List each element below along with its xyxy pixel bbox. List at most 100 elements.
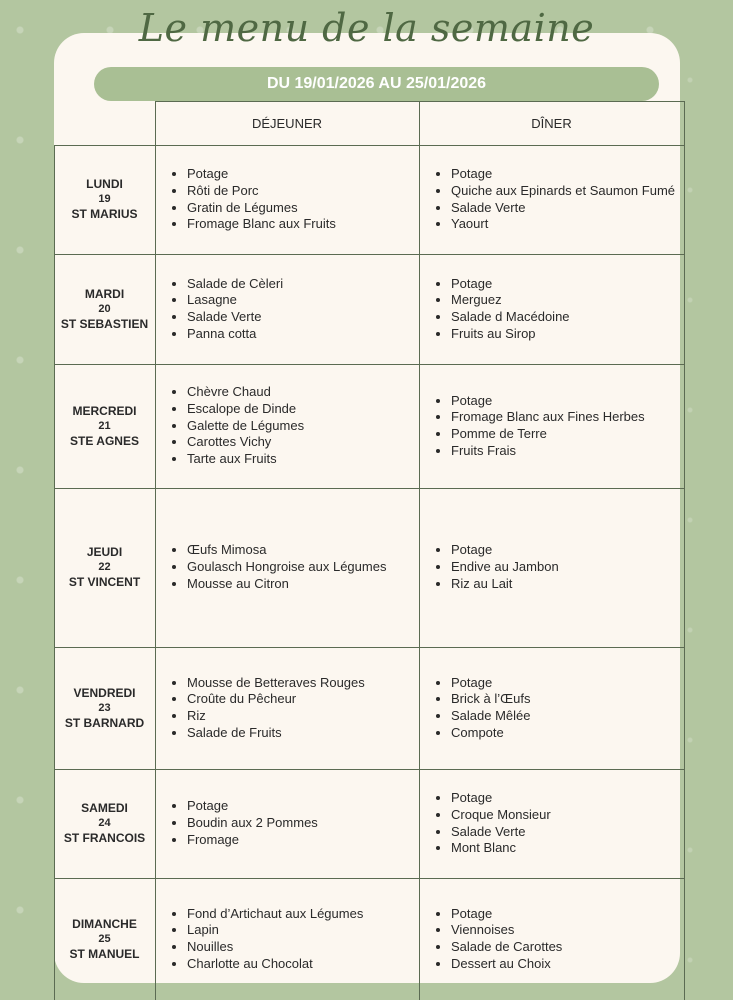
header-lunch: DÉJEUNER — [251, 115, 323, 131]
menu-item: Fond d’Artichaut aux Légumes — [187, 906, 363, 923]
day-date: 21 — [98, 419, 111, 432]
menu-item: Lasagne — [187, 292, 283, 309]
menu-item: Tarte aux Fruits — [187, 451, 304, 468]
menu-item: Nouilles — [187, 939, 363, 956]
menu-item: Potage — [451, 276, 570, 293]
saint-name: ST MANUEL — [69, 946, 140, 961]
lunch-cell: Mousse de Betteraves RougesCroûte du Pêc… — [155, 647, 419, 769]
day-name: MERCREDI — [72, 403, 137, 418]
dinner-cell: PotageMerguezSalade d MacédoineFruits au… — [419, 254, 684, 364]
menu-item: Rôti de Porc — [187, 183, 336, 200]
menu-item: Pomme de Terre — [451, 426, 645, 443]
dinner-list: PotageCroque MonsieurSalade VerteMont Bl… — [419, 790, 551, 857]
menu-item: Potage — [451, 675, 531, 692]
dinner-cell: PotageBrick à l’ŒufsSalade MêléeCompote — [419, 647, 684, 769]
day-date: 20 — [98, 302, 111, 315]
saint-name: ST MARIUS — [71, 207, 138, 221]
lunch-list: Œufs MimosaGoulasch Hongroise aux Légume… — [155, 542, 386, 592]
menu-item: Charlotte au Chocolat — [187, 956, 363, 973]
menu-item: Riz au Lait — [451, 576, 559, 593]
day-name: DIMANCHE — [72, 916, 137, 931]
menu-item: Potage — [451, 166, 675, 183]
day-name: VENDREDI — [73, 685, 136, 700]
day-label: SAMEDI 24 ST FRANCOIS — [54, 769, 155, 878]
lunch-cell: PotageRôti de PorcGratin de LégumesFroma… — [155, 145, 419, 254]
menu-item: Boudin aux 2 Pommes — [187, 815, 318, 832]
menu-item: Potage — [451, 393, 645, 410]
dinner-cell: PotageViennoisesSalade de CarottesDesser… — [419, 878, 684, 1000]
menu-item: Escalope de Dinde — [187, 401, 304, 418]
day-name: LUNDI — [86, 177, 123, 191]
menu-item: Viennoises — [451, 922, 562, 939]
menu-item: Gratin de Légumes — [187, 200, 336, 217]
menu-item: Salade de Carottes — [451, 939, 562, 956]
saint-name: ST FRANCOIS — [63, 831, 146, 845]
menu-item: Fromage Blanc aux Fruits — [187, 216, 336, 233]
saint-name: ST BARNARD — [64, 715, 145, 730]
menu-item: Potage — [451, 790, 551, 807]
row-divider — [54, 254, 684, 255]
menu-item: Potage — [451, 906, 562, 923]
lunch-list: PotageBoudin aux 2 PommesFromage — [155, 798, 318, 848]
dinner-list: PotageViennoisesSalade de CarottesDesser… — [419, 906, 562, 973]
menu-item: Fruits au Sirop — [451, 326, 570, 343]
menu-item: Chèvre Chaud — [187, 384, 304, 401]
dinner-list: PotageEndive au JambonRiz au Lait — [419, 542, 559, 592]
menu-item: Salade de Cèleri — [187, 276, 283, 293]
date-range-banner: DU 19/01/2026 AU 25/01/2026 — [94, 67, 659, 101]
dinner-cell: PotageEndive au JambonRiz au Lait — [419, 488, 684, 647]
menu-item: Salade Verte — [451, 824, 551, 841]
lunch-list: PotageRôti de PorcGratin de LégumesFroma… — [155, 166, 336, 233]
menu-item: Potage — [187, 798, 318, 815]
menu-item: Mousse de Betteraves Rouges — [187, 675, 365, 692]
dinner-list: PotageBrick à l’ŒufsSalade MêléeCompote — [419, 675, 531, 742]
day-name: SAMEDI — [81, 801, 128, 815]
row-divider — [54, 769, 684, 770]
menu-card — [54, 33, 680, 983]
lunch-cell: Fond d’Artichaut aux LégumesLapinNouille… — [155, 878, 419, 1000]
menu-item: Croque Monsieur — [451, 807, 551, 824]
header-dinner: DÎNER — [531, 115, 572, 131]
menu-item: Brick à l’Œufs — [451, 691, 531, 708]
lunch-list: Fond d’Artichaut aux LégumesLapinNouille… — [155, 906, 363, 973]
day-label: LUNDI 19 ST MARIUS — [54, 145, 155, 254]
menu-item: Salade de Fruits — [187, 725, 365, 742]
day-name: MARDI — [84, 286, 125, 301]
menu-item: Œufs Mimosa — [187, 542, 386, 559]
menu-item: Merguez — [451, 292, 570, 309]
lunch-cell: PotageBoudin aux 2 PommesFromage — [155, 769, 419, 878]
table-right-border — [684, 101, 685, 1000]
column-divider — [155, 101, 156, 1000]
dinner-list: PotageQuiche aux Epinards et Saumon Fumé… — [419, 166, 675, 233]
lunch-list: Chèvre ChaudEscalope de DindeGalette de … — [155, 384, 304, 468]
menu-item: Salade d Macédoine — [451, 309, 570, 326]
row-divider — [54, 364, 684, 365]
row-divider — [54, 878, 684, 879]
menu-item: Carottes Vichy — [187, 434, 304, 451]
saint-name: ST SEBASTIEN — [60, 316, 149, 331]
dinner-list: PotageMerguezSalade d MacédoineFruits au… — [419, 276, 570, 343]
menu-item: Salade Verte — [187, 309, 283, 326]
menu-item: Endive au Jambon — [451, 559, 559, 576]
menu-item: Yaourt — [451, 216, 675, 233]
date-range: DU 19/01/2026 AU 25/01/2026 — [266, 75, 487, 92]
day-date: 19 — [98, 193, 111, 205]
dinner-cell: PotageQuiche aux Epinards et Saumon Fumé… — [419, 145, 684, 254]
menu-item: Lapin — [187, 922, 363, 939]
day-label: JEUDI 22 ST VINCENT — [54, 488, 155, 647]
lunch-cell: Œufs MimosaGoulasch Hongroise aux Légume… — [155, 488, 419, 647]
menu-item: Salade Verte — [451, 200, 675, 217]
lunch-list: Salade de CèleriLasagneSalade VertePanna… — [155, 276, 283, 343]
day-label: DIMANCHE 25 ST MANUEL — [54, 878, 155, 1000]
menu-item: Galette de Légumes — [187, 418, 304, 435]
menu-item: Dessert au Choix — [451, 956, 562, 973]
day-date: 25 — [98, 932, 111, 945]
menu-item: Panna cotta — [187, 326, 283, 343]
dinner-list: PotageFromage Blanc aux Fines HerbesPomm… — [419, 393, 645, 460]
day-label: MARDI 20 ST SEBASTIEN — [54, 254, 155, 364]
row-divider — [54, 145, 684, 146]
saint-name: STE AGNES — [70, 433, 139, 448]
lunch-cell: Chèvre ChaudEscalope de DindeGalette de … — [155, 364, 419, 488]
menu-item: Salade Mêlée — [451, 708, 531, 725]
menu-item: Potage — [187, 166, 336, 183]
